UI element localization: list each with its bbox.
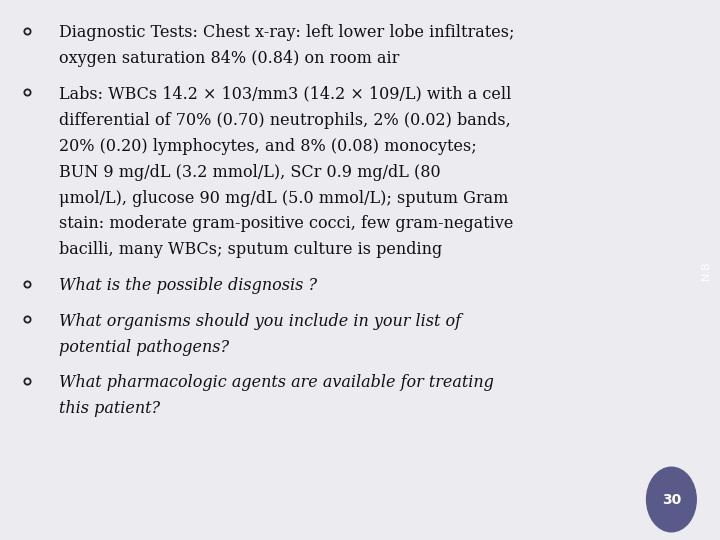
Text: Labs: WBCs 14.2 × 103/mm3 (14.2 × 109/L) with a cell: Labs: WBCs 14.2 × 103/mm3 (14.2 × 109/L)… <box>59 86 511 103</box>
Text: What is the possible disgnosis ?: What is the possible disgnosis ? <box>59 277 318 294</box>
Text: What organisms should you include in your list of: What organisms should you include in you… <box>59 313 461 329</box>
Text: What pharmacologic agents are available for treating: What pharmacologic agents are available … <box>59 374 494 391</box>
Text: stain: moderate gram-positive cocci, few gram-negative: stain: moderate gram-positive cocci, few… <box>59 215 513 232</box>
Text: bacilli, many WBCs; sputum culture is pending: bacilli, many WBCs; sputum culture is pe… <box>59 241 442 258</box>
Text: this patient?: this patient? <box>59 400 160 417</box>
Text: N.B: N.B <box>701 260 711 280</box>
Text: 20% (0.20) lymphocytes, and 8% (0.08) monocytes;: 20% (0.20) lymphocytes, and 8% (0.08) mo… <box>59 138 477 154</box>
Text: μmol/L), glucose 90 mg/dL (5.0 mmol/L); sputum Gram: μmol/L), glucose 90 mg/dL (5.0 mmol/L); … <box>59 190 508 206</box>
Text: 30: 30 <box>662 492 681 507</box>
Text: Diagnostic Tests: Chest x-ray: left lower lobe infiltrates;: Diagnostic Tests: Chest x-ray: left lowe… <box>59 24 515 41</box>
Text: differential of 70% (0.70) neutrophils, 2% (0.02) bands,: differential of 70% (0.70) neutrophils, … <box>59 112 510 129</box>
Text: potential pathogens?: potential pathogens? <box>59 339 229 355</box>
Circle shape <box>647 467 696 532</box>
Text: BUN 9 mg/dL (3.2 mmol/L), SCr 0.9 mg/dL (80: BUN 9 mg/dL (3.2 mmol/L), SCr 0.9 mg/dL … <box>59 164 441 180</box>
Text: oxygen saturation 84% (0.84) on room air: oxygen saturation 84% (0.84) on room air <box>59 50 400 67</box>
